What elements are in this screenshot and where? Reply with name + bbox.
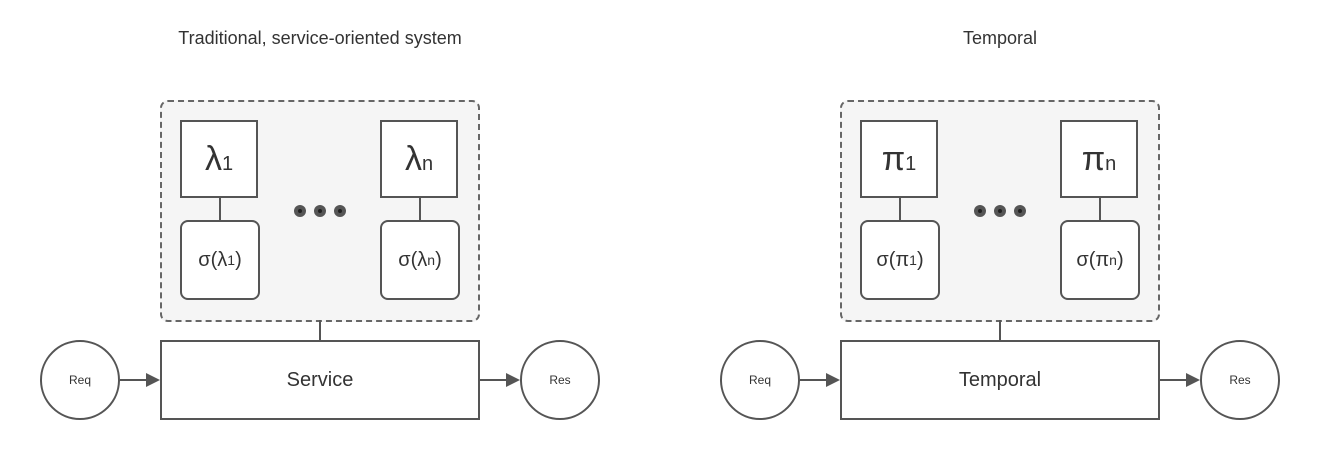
function-first-box: λ1: [180, 120, 258, 198]
dot: [314, 205, 326, 217]
function-first-box: π1: [860, 120, 938, 198]
function-symbol: π: [881, 140, 906, 178]
state-first-box: σ(λ 1): [180, 220, 260, 300]
state-subscript: n: [427, 252, 436, 268]
function-symbol: λ: [404, 140, 422, 178]
temporal-diagram: Temporal π1 πn σ(π 1) σ(π n) Temporal Req …: [680, 0, 1320, 452]
diagram-title: Temporal: [962, 28, 1038, 48]
state-label: σ(π: [876, 248, 910, 271]
function-symbol: π: [1081, 140, 1106, 178]
state-close: ): [435, 248, 442, 271]
state-first-box: σ(π 1): [860, 220, 940, 300]
function-last-box: πn: [1060, 120, 1138, 198]
diagram-title: Traditional, service-oriented system: [178, 28, 462, 48]
dot: [334, 205, 346, 217]
request-arrow: [800, 373, 840, 387]
function-subscript: n: [421, 153, 434, 175]
ellipsis-dots: [974, 205, 1030, 219]
function-symbol: λ: [204, 140, 222, 178]
function-subscript: 1: [221, 153, 234, 175]
group-connector: [999, 320, 1001, 340]
state-label: σ(π: [1076, 248, 1110, 271]
service-oriented-diagram: Traditional, service-oriented system λ1 …: [40, 28, 600, 420]
state-close: ): [235, 248, 242, 271]
response-circle: Res: [520, 340, 600, 420]
request-circle: Req: [720, 340, 800, 420]
dot: [994, 205, 1006, 217]
response-circle: Res: [1200, 340, 1280, 420]
request-arrow: [120, 373, 160, 387]
state-label: σ(λ: [398, 248, 428, 271]
request-circle: Req: [40, 340, 120, 420]
connector-line: [899, 198, 901, 220]
state-close: ): [1116, 248, 1124, 271]
function-subscript: 1: [905, 153, 917, 175]
connector-line: [419, 198, 421, 220]
function-subscript: n: [1105, 153, 1117, 175]
connector-line: [219, 198, 221, 220]
function-last-box: λn: [380, 120, 458, 198]
group-connector: [319, 320, 321, 340]
response-arrow: [1160, 373, 1200, 387]
state-subscript: n: [1109, 252, 1117, 268]
response-arrow: [480, 373, 520, 387]
state-close: ): [916, 248, 924, 271]
state-subscript: 1: [909, 252, 917, 268]
dot: [974, 205, 986, 217]
dot: [294, 205, 306, 217]
state-label: σ(λ: [198, 248, 228, 271]
service-box: Service: [160, 340, 480, 420]
dot: [1014, 205, 1026, 217]
ellipsis-dots: [294, 205, 350, 219]
connector-line: [1099, 198, 1101, 220]
state-last-box: σ(π n): [1060, 220, 1140, 300]
temporal-box: Temporal: [840, 340, 1160, 420]
state-last-box: σ(λ n): [380, 220, 460, 300]
state-subscript: 1: [227, 252, 236, 268]
